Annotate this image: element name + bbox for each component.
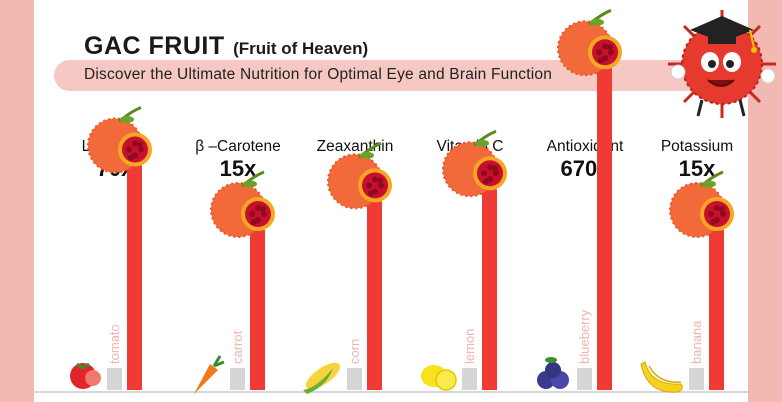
gac-bar [367, 201, 382, 390]
gac-fruit-icon [327, 141, 392, 210]
comparison-food-label: tomato [107, 324, 122, 364]
gac-fruit-icon [557, 8, 622, 77]
comparison-bar [230, 368, 245, 390]
page-title: GAC FRUIT (Fruit of Heaven) [84, 32, 368, 61]
comparison-bar [689, 368, 704, 390]
blueberry-icon [537, 357, 569, 389]
gac-bar [250, 230, 265, 390]
nutrient-label: Zeaxanthin [317, 138, 394, 155]
tagline-text: Discover the Ultimate Nutrition for Opti… [84, 66, 553, 83]
tomato-icon [70, 362, 101, 389]
comparison-food-label: lemon [462, 329, 477, 364]
nutrient-label: β –Carotene [195, 138, 281, 155]
gac-fruit-icon [210, 170, 275, 238]
nutrient-label: Antioxidant [547, 138, 624, 155]
comparison-food-label: carrot [230, 330, 245, 364]
title-main: GAC FRUIT [84, 32, 225, 60]
comparison-food-label: corn [347, 339, 362, 364]
comparison-food-label: blueberry [577, 309, 592, 364]
comparison-bar [107, 368, 122, 390]
gac-fruit-icon [87, 106, 152, 174]
gac-mascot-icon [668, 10, 776, 118]
comparison-bar [462, 368, 477, 390]
banana-icon [640, 361, 683, 393]
carrot-icon [194, 355, 225, 394]
gac-bar [709, 230, 724, 390]
comparison-bar [577, 368, 592, 390]
multiplier-label: 15x [220, 156, 257, 181]
gac-fruit-icon [442, 129, 507, 198]
nutrient-label: Potassium [661, 138, 733, 155]
multiplier-label: 15x [679, 156, 716, 181]
comparison-food-label: banana [689, 320, 704, 364]
gac-fruit-icon [669, 170, 734, 238]
gac-bar [127, 165, 142, 390]
gac-bar [597, 68, 612, 391]
corn-icon [303, 362, 341, 394]
title-subtitle: (Fruit of Heaven) [233, 39, 369, 58]
gac-bar [482, 189, 497, 390]
comparison-bar [347, 368, 362, 390]
lemon-icon [421, 365, 457, 391]
